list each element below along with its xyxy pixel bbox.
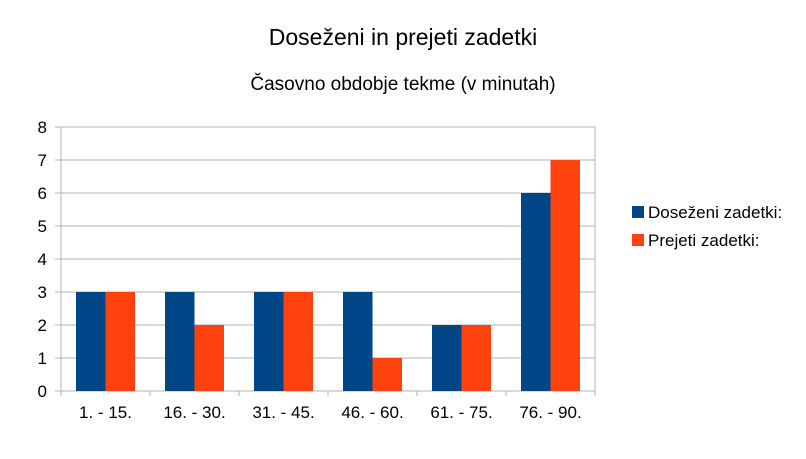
y-tick-label: 6: [38, 184, 47, 203]
y-tick-label: 0: [38, 382, 47, 401]
chart-subtitle: Časovno obdobje tekme (v minutah): [250, 73, 555, 95]
y-tick-label: 1: [38, 349, 47, 368]
y-tick-label: 4: [38, 250, 47, 269]
legend-swatch: [632, 234, 644, 246]
legend: Doseženi zadetki: Prejeti zadetki:: [632, 203, 782, 250]
bar: [461, 325, 491, 391]
x-tick-label: 46. - 60.: [341, 403, 403, 422]
x-tick-label: 61. - 75.: [430, 403, 492, 422]
bar: [432, 325, 462, 391]
y-tick-label: 2: [38, 316, 47, 335]
y-tick-label: 7: [38, 151, 47, 170]
bar: [76, 292, 106, 391]
x-tick-label: 31. - 45.: [252, 403, 314, 422]
bar: [372, 358, 402, 391]
legend-label: Doseženi zadetki:: [648, 203, 782, 222]
bars: [76, 160, 580, 391]
y-tick-label: 5: [38, 217, 47, 236]
x-tick-label: 16. - 30.: [163, 403, 225, 422]
bar: [165, 292, 195, 391]
bar: [521, 193, 551, 391]
legend-swatch: [632, 206, 644, 218]
y-tick-label: 3: [38, 283, 47, 302]
bar: [343, 292, 373, 391]
bar: [254, 292, 284, 391]
legend-label: Prejeti zadetki:: [648, 231, 760, 250]
y-axis-ticks: 0 1 2 3 4 5 6 7 8: [38, 118, 47, 401]
x-axis-ticks: 1. - 15. 16. - 30. 31. - 45. 46. - 60. 61. -…: [60, 391, 596, 422]
y-tick-label: 8: [38, 118, 47, 137]
x-tick-label: 76. - 90.: [519, 403, 581, 422]
bar: [105, 292, 135, 391]
grid-lines: [55, 126, 595, 392]
x-tick-label: 1. - 15.: [79, 403, 132, 422]
chart-title: Doseženi in prejeti zadetki: [269, 24, 537, 50]
bar: [283, 292, 313, 391]
bar: [550, 160, 580, 391]
bar: [194, 325, 224, 391]
